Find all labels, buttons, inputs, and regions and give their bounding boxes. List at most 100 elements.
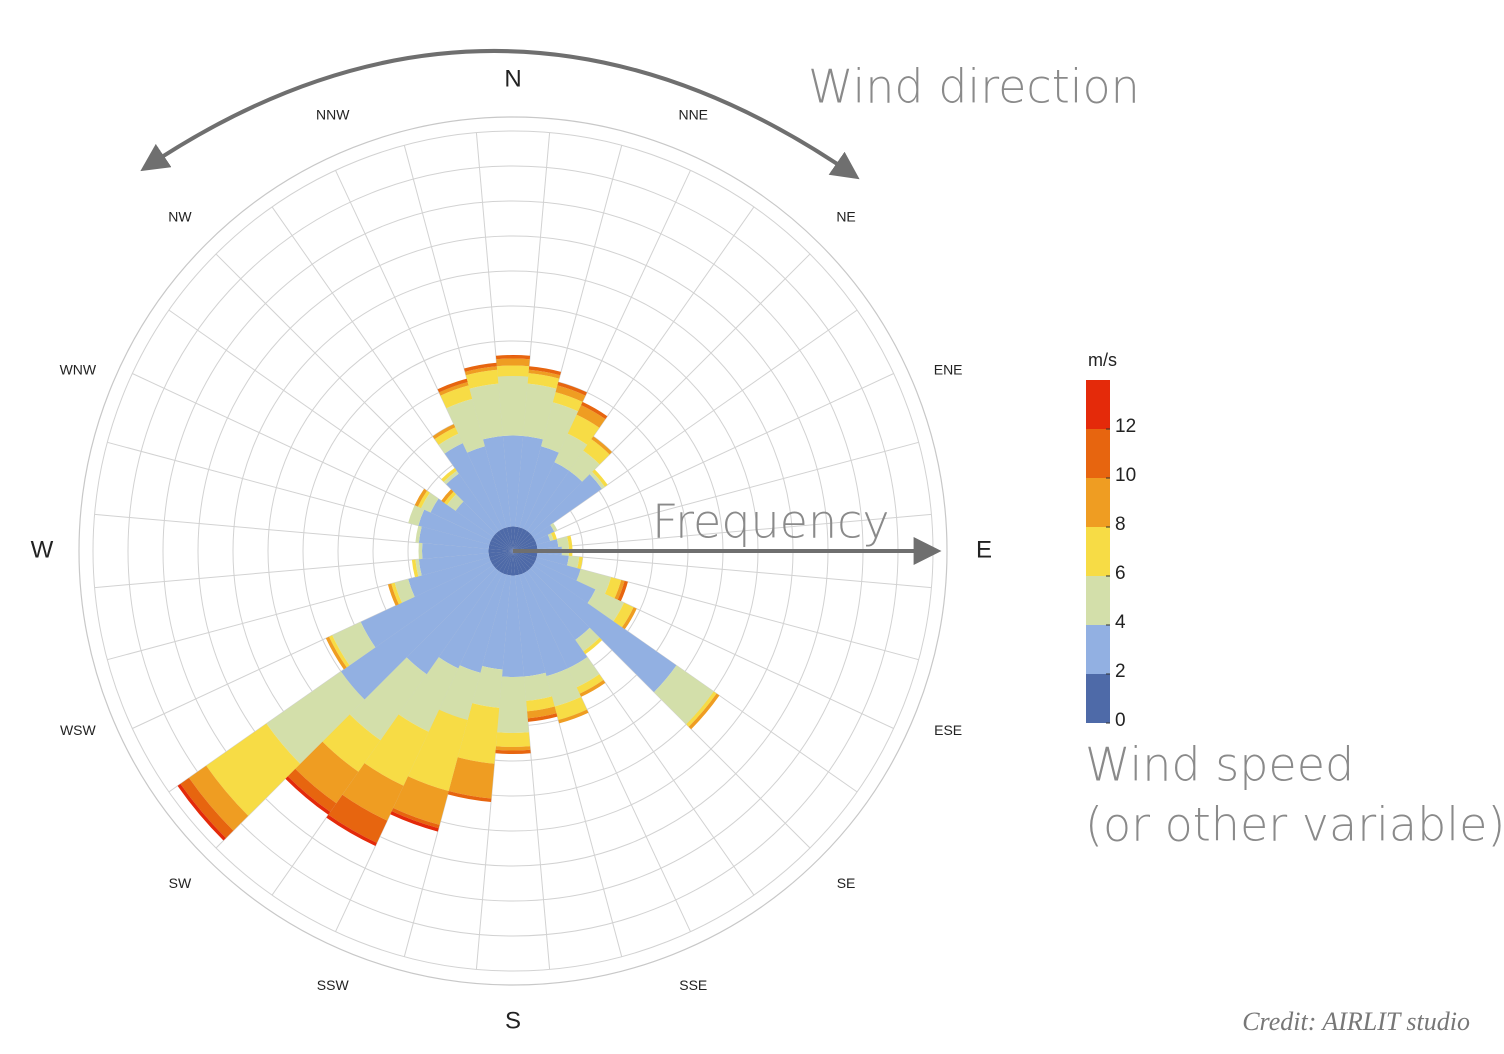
wind-bar-segment: [490, 551, 513, 566]
wind-bar-segment: [418, 553, 490, 576]
colorbar-segment: [1086, 478, 1110, 527]
wind-bar-segment: [523, 571, 588, 669]
grid-spoke: [403, 145, 514, 552]
colorbar-segment: [1086, 576, 1110, 625]
wind-bar-segment: [332, 621, 376, 666]
wind-bar-segment: [464, 366, 498, 376]
wind-bar-segment: [550, 522, 558, 532]
grid-spoke: [512, 550, 858, 793]
direction-label: NNE: [678, 107, 708, 123]
wind-bar-segment: [513, 527, 524, 551]
wind-bar-segment: [558, 709, 589, 724]
wind-bar-segment: [391, 582, 402, 605]
wind-bar-segment: [439, 665, 481, 721]
colorbar-segment: [1086, 527, 1110, 576]
wind-bar-segment: [523, 672, 552, 701]
colorbar-tick-label: 10: [1115, 465, 1136, 486]
wind-bar-segment: [527, 713, 558, 722]
wind-bar-segment: [528, 366, 562, 376]
wind-bar-segment: [418, 509, 491, 545]
wind-bar-segment: [554, 696, 587, 721]
wind-bar-segment: [447, 494, 464, 511]
wind-bar-segment: [495, 749, 531, 754]
direction-label: SW: [169, 875, 192, 891]
speed-annotation: Wind speed: [1085, 738, 1354, 792]
wind-bar-segment: [535, 534, 551, 545]
wind-bar-segment: [437, 378, 468, 393]
wind-bar-segment: [579, 680, 606, 697]
wind-bar-segment: [576, 405, 606, 428]
wind-bar-segment: [492, 533, 513, 551]
wind-bar-segment: [390, 811, 439, 832]
wind-bar-segment: [342, 763, 404, 821]
wind-bar-segment: [406, 568, 499, 675]
wind-bar-segment: [502, 527, 513, 551]
wind-bar-segment: [482, 574, 511, 670]
wind-bar-segment: [617, 580, 628, 602]
wind-bar-segment: [180, 777, 234, 839]
wind-bar-segment: [495, 530, 513, 551]
wind-bar-segment: [322, 714, 381, 772]
wind-bar-segment: [515, 435, 543, 528]
direction-label: WSW: [60, 722, 97, 738]
wind-bar-segment: [513, 551, 528, 574]
wind-bar-segment: [455, 501, 496, 537]
wind-bar-segment: [490, 536, 513, 551]
direction-label: N: [504, 65, 521, 92]
wind-bar-segment: [527, 568, 590, 640]
wind-bar-segment: [621, 607, 637, 630]
wind-bar-segment: [533, 524, 555, 541]
wind-bar-segment: [441, 489, 454, 503]
colorbar-segment: [1086, 625, 1110, 674]
wind-bar-segment: [555, 385, 586, 402]
wind-bar-segment: [526, 696, 555, 712]
wind-bar-segment: [349, 657, 427, 741]
wind-bar-segment: [528, 369, 561, 379]
wind-bar-segment: [513, 526, 520, 551]
direction-label: WNW: [60, 361, 97, 377]
wind-bar-segment: [498, 551, 513, 574]
wind-bar-segment: [688, 693, 720, 730]
grid-spoke: [512, 373, 894, 552]
wind-bar-segment: [567, 414, 600, 445]
wind-bar-segment: [393, 776, 449, 825]
wind-bar-segment: [398, 657, 459, 732]
wind-bar-segment: [530, 474, 602, 537]
wind-bar-segment: [295, 741, 359, 804]
wind-bar-segment: [177, 783, 226, 841]
wind-bar-segment: [577, 556, 583, 570]
wind-bar-segment: [513, 551, 534, 569]
wind-bar-segment: [430, 498, 493, 541]
wind-bar-segment: [394, 579, 415, 603]
wind-bar-segment: [432, 424, 456, 440]
credit: Credit: AIRLIT studio: [1242, 1007, 1470, 1036]
wind-bar-segment: [519, 573, 568, 677]
wind-bar-segment: [592, 469, 608, 487]
wind-bar-segment: [408, 505, 425, 526]
wind-bar-segment: [583, 637, 603, 655]
wind-bar-segment: [495, 732, 531, 747]
wind-bar-segment: [189, 765, 249, 831]
wind-bar-segment: [567, 535, 573, 547]
wind-bar-segment: [513, 551, 520, 576]
wind-bar-segment: [496, 358, 530, 367]
grid-spoke: [94, 550, 514, 589]
direction-label: NNW: [316, 107, 350, 123]
wind-bar-segment: [497, 376, 529, 436]
wind-bar-segment: [443, 470, 459, 485]
wind-bar-segment: [495, 355, 531, 360]
direction-label: S: [505, 1007, 521, 1034]
colorbar-tick-label: 2: [1115, 661, 1126, 682]
wind-bar-segment: [418, 542, 423, 560]
wind-bar-segment: [513, 530, 531, 551]
wind-bar-segment: [527, 373, 560, 389]
wind-bar-segment: [488, 548, 513, 554]
wind-bar-segment: [587, 589, 625, 622]
wind-bar-segment: [567, 555, 580, 569]
direction-label: W: [31, 536, 54, 563]
wind-bar-segment: [535, 557, 581, 581]
wind-bar-segment: [497, 676, 529, 733]
wind-bar-segment: [530, 565, 677, 693]
direction-label: ENE: [934, 361, 963, 377]
wind-bar-segment: [422, 543, 489, 559]
